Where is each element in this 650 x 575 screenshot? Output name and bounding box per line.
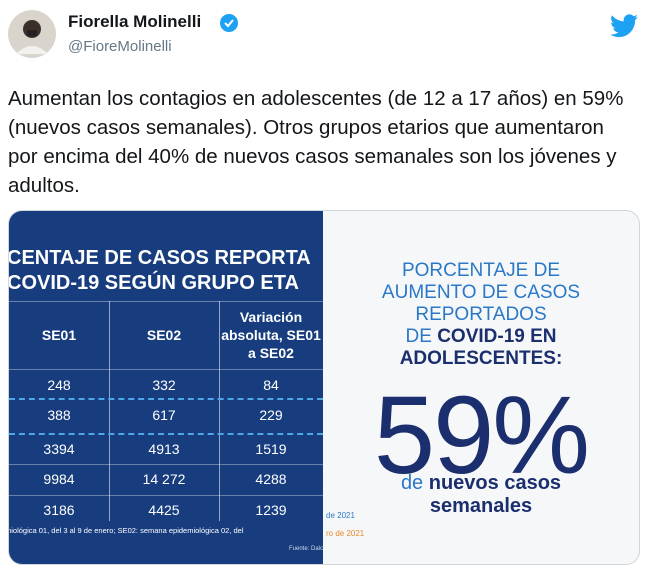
table-cell: 1519 — [255, 441, 287, 457]
highlight-heading: ADOLESCENTES: — [399, 348, 563, 369]
date-note: ro de 2021 — [326, 529, 365, 538]
author-handle[interactable]: @FioreMolinelli — [68, 38, 172, 55]
highlight-caption: de nuevos casos — [331, 472, 631, 494]
table-cell: 229 — [259, 407, 283, 423]
table-cell: 4425 — [148, 502, 180, 518]
author-name[interactable]: Fiorella Molinelli — [68, 12, 202, 31]
caption-bold: nuevos casos — [428, 472, 562, 494]
table-title: CENTAJE DE CASOS REPORTA — [9, 247, 311, 269]
table-cell: 3186 — [43, 502, 75, 518]
table-cell: 332 — [152, 377, 176, 393]
column-header: SE02 — [146, 327, 182, 343]
highlight-heading: PORCENTAJE DE — [401, 260, 560, 281]
tweet-image[interactable]: CENTAJE DE CASOS REPORTA COVID-19 SEGÚN G… — [8, 210, 640, 565]
row-border — [9, 495, 323, 496]
source: Fuente: Dalco — [289, 546, 323, 552]
table-cell: 9984 — [43, 471, 75, 487]
table-cell: 3394 — [43, 441, 75, 457]
dashed-separator — [9, 433, 323, 435]
dashed-separator — [9, 398, 323, 400]
footnote: miológica 01, del 3 al 9 de enero; SE02:… — [9, 526, 244, 535]
verified-badge — [220, 14, 238, 32]
heading-bold: COVID-19 EN — [437, 326, 557, 347]
highlight-heading: DE COVID-19 EN — [331, 326, 631, 348]
row-border — [9, 464, 323, 465]
table-cell: 617 — [152, 407, 176, 423]
table-title: COVID-19 SEGÚN GRUPO ETA — [9, 272, 299, 294]
table-panel: CENTAJE DE CASOS REPORTA COVID-19 SEGÚN G… — [9, 211, 323, 564]
table-cell: 84 — [263, 377, 279, 393]
caption-prefix: de — [400, 472, 424, 494]
date-note: de 2021 — [326, 511, 355, 520]
table-cell: 4913 — [148, 441, 180, 457]
table-cell: 388 — [47, 407, 71, 423]
tweet-text: Aumentan los contagios en adolescentes (… — [8, 87, 624, 197]
heading-prefix: DE — [405, 326, 432, 347]
highlight-caption: semanales — [429, 495, 533, 517]
column-border — [109, 301, 110, 521]
highlight-value: 59% — [373, 374, 590, 497]
avatar[interactable] — [8, 10, 56, 58]
column-border — [219, 301, 220, 521]
twitter-logo[interactable] — [610, 14, 638, 38]
row-border — [9, 301, 323, 302]
column-header: Variación absoluta, SE01 a SE02 — [221, 309, 321, 361]
table-cell: 14 272 — [142, 471, 186, 487]
column-header: SE01 — [41, 327, 77, 343]
table-cell: 4288 — [255, 471, 287, 487]
highlight-heading: AUMENTO DE CASOS — [381, 282, 581, 303]
highlight-heading: REPORTADOS — [415, 304, 547, 325]
row-border — [9, 369, 323, 370]
table-cell: 1239 — [255, 502, 287, 518]
table-cell: 248 — [47, 377, 71, 393]
